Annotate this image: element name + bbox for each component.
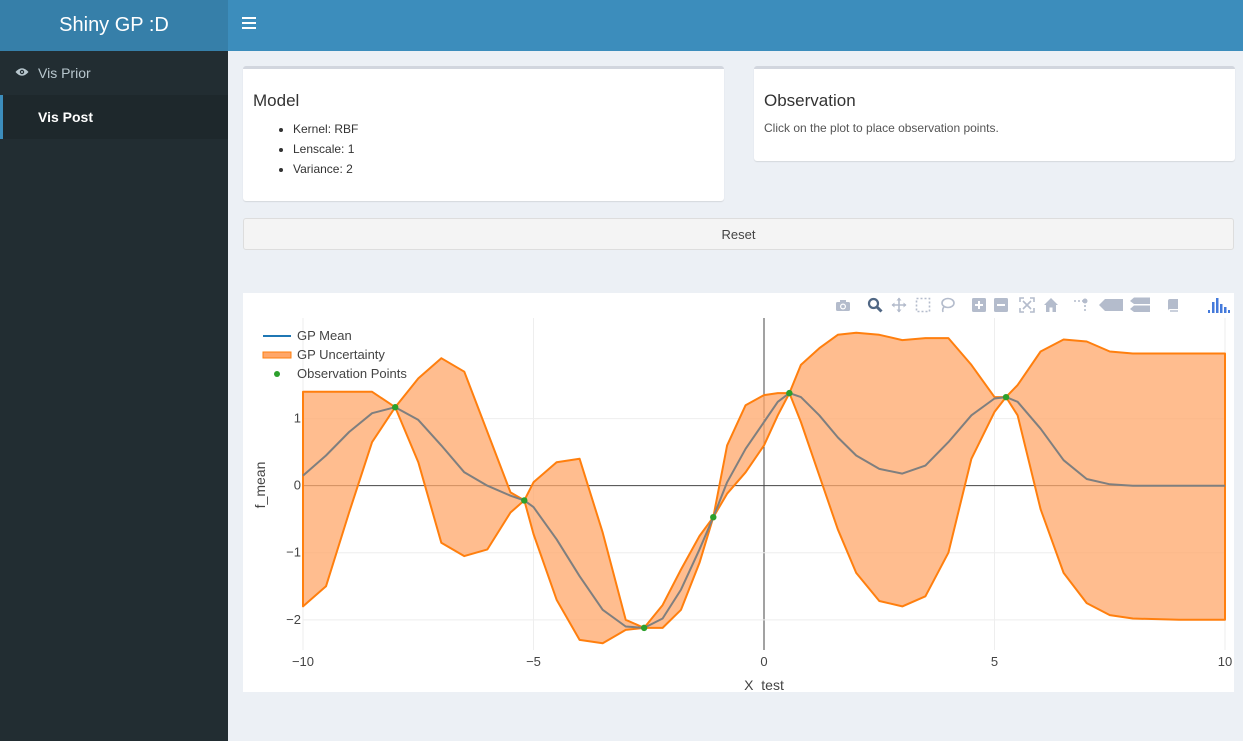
zoom-in-icon[interactable] [972, 298, 986, 312]
mean-line [302, 392, 1225, 629]
legend-mean-label: GP Mean [297, 328, 352, 343]
observation-box-title: Observation [764, 91, 856, 110]
box-select-icon[interactable] [915, 297, 931, 313]
legend[interactable]: GP Mean GP Uncertainty Observation Point… [262, 328, 407, 381]
observation-point[interactable] [710, 514, 717, 521]
y-tick-label: −1 [286, 545, 301, 560]
gp-plot[interactable]: −10 −5 0 5 10 −2 −1 0 1 X_test f_mean GP Mean GP… [243, 293, 1234, 692]
x-tick-label: −5 [526, 654, 541, 669]
sidebar-item-vis-post[interactable]: Vis Post [0, 95, 228, 139]
pan-icon[interactable] [891, 297, 907, 313]
chart-svg[interactable]: −10 −5 0 5 10−2−101 X_test f_mean GP Mean GP… [243, 293, 1234, 692]
app-logo[interactable]: Shiny GP :D [0, 0, 228, 51]
y-axis-title: f_mean [252, 462, 268, 509]
zoom-icon[interactable] [867, 297, 883, 313]
x-tick-label: 10 [1218, 654, 1232, 669]
hover-compare-icon[interactable] [1130, 297, 1150, 313]
observation-instructions: Click on the plot to place observation p… [764, 121, 999, 135]
top-navbar [228, 0, 1243, 51]
legend-band-swatch [262, 351, 292, 359]
y-tick-label: 1 [294, 411, 301, 426]
spike-lines-icon[interactable] [1073, 297, 1089, 313]
lasso-icon[interactable] [939, 297, 955, 313]
list-item: Kernel: RBF [293, 119, 358, 139]
y-tick-label: −2 [286, 612, 301, 627]
y-tick-label: 0 [294, 478, 301, 493]
list-item: Lenscale: 1 [293, 139, 358, 159]
sidebar-toggle-icon[interactable] [242, 17, 256, 29]
observation-point[interactable] [1002, 393, 1010, 401]
camera-icon[interactable] [835, 298, 851, 312]
observation-box: Observation Click on the plot to place o… [754, 66, 1235, 161]
plotly-logo-icon[interactable] [1207, 296, 1231, 314]
uncertainty-band [302, 331, 1226, 645]
hover-closest-icon[interactable] [1099, 298, 1123, 312]
x-axis-title: X_test [744, 677, 784, 692]
legend-points-label: Observation Points [297, 366, 407, 381]
observation-point[interactable] [521, 497, 528, 504]
model-box-title: Model [253, 91, 300, 110]
reset-axes-icon[interactable] [1043, 297, 1059, 313]
eye-icon [15, 68, 29, 76]
x-tick-label: 5 [991, 654, 998, 669]
observation-point[interactable] [392, 404, 399, 411]
sidebar-item-vis-prior[interactable]: Vis Prior [0, 51, 228, 95]
sidebar-item-label: Vis Post [38, 109, 93, 125]
observation-point[interactable] [640, 624, 648, 632]
edit-icon[interactable] [1165, 297, 1181, 313]
sidebar: Vis Prior Vis Post [0, 51, 228, 741]
legend-points-swatch [274, 371, 280, 377]
reset-button[interactable]: Reset [243, 218, 1234, 250]
sidebar-item-label: Vis Prior [38, 65, 91, 81]
autoscale-icon[interactable] [1019, 297, 1035, 313]
model-params-list: Kernel: RBF Lenscale: 1 Variance: 2 [253, 119, 358, 179]
model-box: Model Kernel: RBF Lenscale: 1 Variance: … [243, 66, 724, 201]
zoom-out-icon[interactable] [994, 298, 1008, 312]
legend-band-label: GP Uncertainty [297, 347, 385, 362]
app-title: Shiny GP :D [59, 14, 169, 36]
list-item: Variance: 2 [293, 159, 358, 179]
observation-point[interactable] [786, 389, 793, 397]
x-tick-label: 0 [760, 654, 767, 669]
x-tick-label: −10 [292, 654, 314, 669]
